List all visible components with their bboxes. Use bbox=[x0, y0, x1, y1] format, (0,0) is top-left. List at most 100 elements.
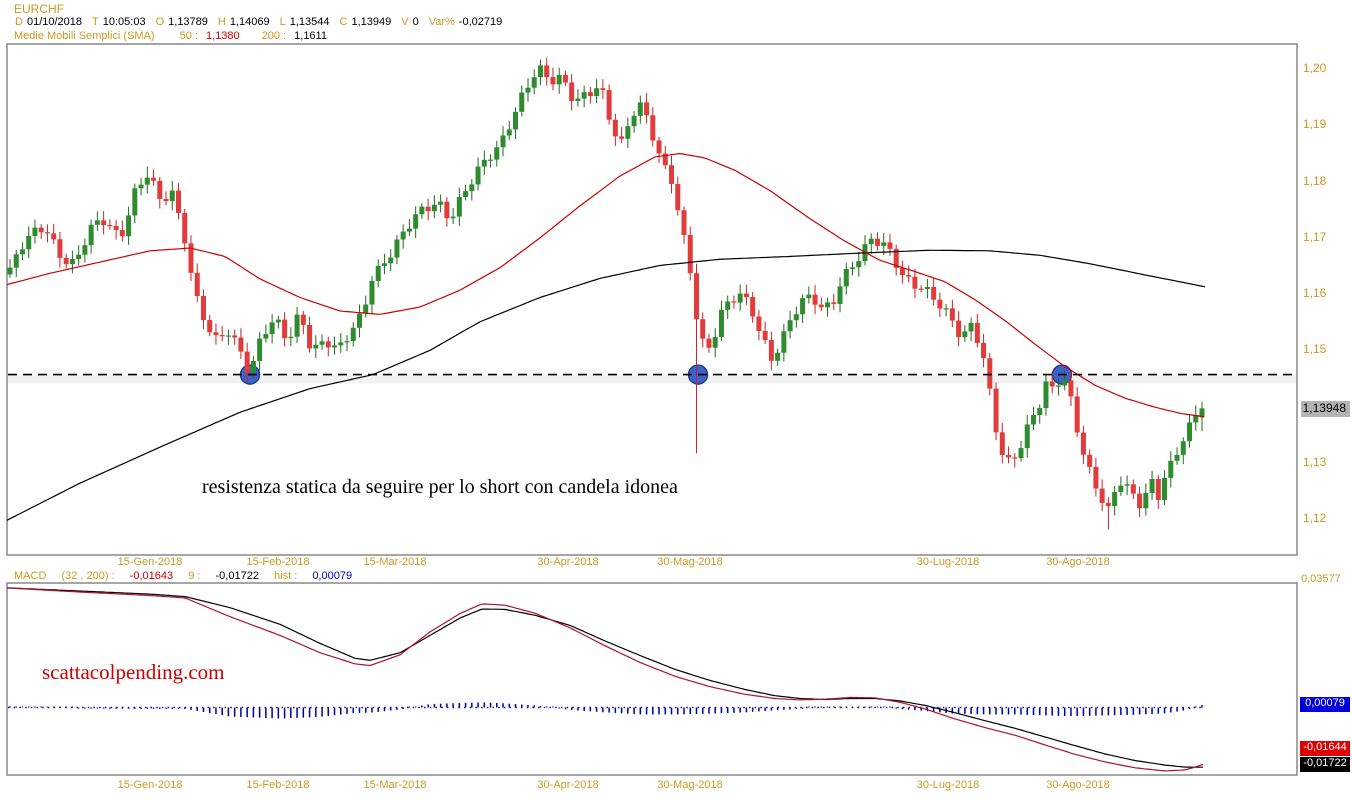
candle-down bbox=[1099, 488, 1105, 503]
candle-down bbox=[644, 102, 650, 116]
macd-x-axis-date: 15-Gen-2018 bbox=[117, 779, 183, 791]
sma200-line bbox=[6, 249, 1206, 521]
candle-up bbox=[1118, 485, 1124, 492]
candle-up bbox=[144, 177, 150, 185]
candle-up bbox=[718, 309, 724, 338]
price-y-axis-label: 1,13 bbox=[1303, 454, 1327, 469]
price-y-axis-label: 1,16 bbox=[1303, 286, 1327, 300]
price-y-axis-label: 1,20 bbox=[1303, 61, 1327, 75]
candle-down bbox=[931, 286, 937, 300]
candle-up bbox=[1143, 492, 1149, 509]
candle-up bbox=[94, 220, 100, 225]
candle-up bbox=[32, 227, 38, 236]
candle-down bbox=[300, 314, 306, 325]
macd-x-axis-date: 30-Lug-2018 bbox=[916, 779, 980, 791]
quote-value: 01/10/2018 bbox=[26, 16, 83, 28]
candle-up bbox=[837, 286, 843, 304]
sma-period-label: 50 : bbox=[179, 30, 199, 42]
candle-up bbox=[344, 341, 350, 343]
candle-up bbox=[506, 129, 512, 136]
candle-up bbox=[1024, 424, 1030, 449]
candle-down bbox=[600, 88, 606, 91]
candle-down bbox=[606, 90, 612, 120]
candle-down bbox=[188, 243, 194, 273]
candle-down bbox=[307, 324, 313, 349]
candle-down bbox=[762, 330, 768, 341]
candle-up bbox=[257, 338, 263, 362]
candle-up bbox=[413, 214, 419, 229]
candle-down bbox=[282, 319, 288, 339]
candle-up bbox=[924, 286, 930, 290]
candle-up bbox=[7, 267, 13, 275]
candle-up bbox=[968, 322, 974, 332]
candle-up bbox=[26, 235, 32, 250]
candle-up bbox=[1193, 414, 1199, 423]
candle-up bbox=[394, 239, 400, 258]
candle-up bbox=[637, 102, 643, 116]
sma-period-value: 1,1611 bbox=[294, 30, 327, 42]
candle-up bbox=[712, 337, 718, 348]
candle-up bbox=[1174, 454, 1180, 461]
candle-up bbox=[737, 293, 743, 303]
candle-down bbox=[656, 140, 662, 154]
candle-down bbox=[176, 190, 182, 213]
macd-x-axis-date: 30-Ago-2018 bbox=[1046, 779, 1110, 791]
candle-up bbox=[275, 319, 281, 323]
candle-up bbox=[881, 242, 887, 246]
quote-value: 1,14069 bbox=[229, 16, 270, 28]
candle-up bbox=[82, 245, 88, 255]
candle-down bbox=[750, 297, 756, 317]
last-price-box: 1,13948 bbox=[1301, 401, 1350, 417]
candle-up bbox=[356, 313, 362, 328]
candle-down bbox=[743, 293, 749, 298]
candle-up bbox=[1168, 460, 1174, 478]
candle-down bbox=[987, 358, 993, 389]
candle-down bbox=[1155, 478, 1161, 500]
candle-up bbox=[288, 336, 294, 339]
candle-down bbox=[669, 165, 675, 184]
candle-up bbox=[1030, 415, 1036, 425]
price-y-axis-label: 1,18 bbox=[1303, 173, 1327, 188]
macd-signal-value-box: -0,01722 bbox=[1300, 757, 1350, 772]
candle-up bbox=[943, 308, 949, 310]
candle-up bbox=[725, 301, 731, 310]
candle-down bbox=[768, 340, 774, 361]
candle-up bbox=[250, 361, 256, 373]
candle-down bbox=[1087, 454, 1093, 467]
macd-x-axis-date: 30-Apr-2018 bbox=[537, 779, 599, 791]
candle-down bbox=[687, 235, 693, 274]
candle-down bbox=[244, 351, 250, 373]
candle-up bbox=[438, 201, 444, 205]
watermark-text: scattacolpending.com bbox=[42, 660, 225, 684]
sma-period-value: 1,1380 bbox=[206, 30, 240, 42]
candle-up bbox=[450, 216, 456, 219]
sma-legend-row: Medie Mobili Semplici (SMA) 50 : 1,1380 20… bbox=[14, 30, 327, 42]
candle-up bbox=[132, 188, 138, 216]
quote-key: Var% bbox=[428, 16, 455, 28]
candle-up bbox=[1149, 478, 1155, 493]
candle-up bbox=[868, 238, 874, 245]
sma-period-label: 200 : bbox=[261, 30, 287, 42]
candle-up bbox=[363, 304, 369, 314]
quote-value: 1,13949 bbox=[351, 16, 392, 28]
price-x-axis-date: 15-Feb-2018 bbox=[246, 556, 310, 568]
candle-down bbox=[650, 115, 656, 141]
candle-up bbox=[556, 74, 562, 85]
candle-down bbox=[444, 201, 450, 219]
candle-down bbox=[1074, 396, 1080, 433]
candle-up bbox=[294, 314, 300, 337]
candle-up bbox=[775, 352, 781, 361]
price-x-axis-date: 30-Lug-2018 bbox=[916, 556, 980, 568]
candle-down bbox=[163, 198, 169, 202]
candle-up bbox=[126, 215, 132, 237]
price-y-axis-label: 1,12 bbox=[1303, 511, 1327, 525]
quote-key: T bbox=[92, 16, 99, 28]
candle-up bbox=[800, 298, 806, 315]
candle-up bbox=[76, 254, 82, 260]
candle-down bbox=[113, 225, 119, 231]
candle-down bbox=[101, 220, 107, 225]
candle-up bbox=[69, 259, 75, 265]
candle-up bbox=[625, 126, 631, 139]
